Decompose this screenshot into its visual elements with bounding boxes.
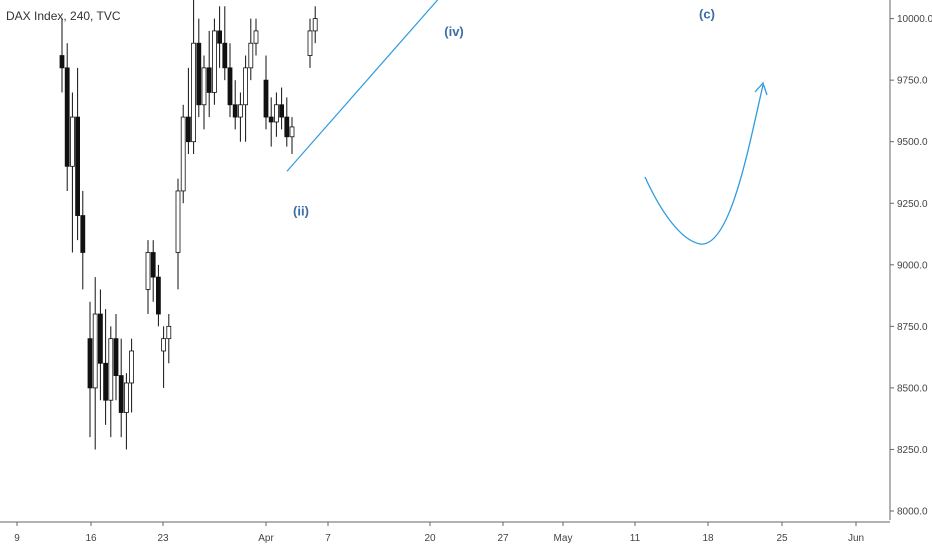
candle-body	[150, 252, 156, 278]
candle-body	[64, 67, 70, 167]
candle-body	[206, 67, 212, 93]
candle-body	[312, 18, 318, 32]
x-tick-label: 7	[325, 533, 331, 544]
y-tick-label: 8000.0	[897, 507, 928, 518]
projection-curve[interactable]	[644, 84, 764, 245]
candle-body	[263, 79, 269, 118]
candle-body	[145, 252, 151, 290]
candle-body	[289, 126, 295, 138]
wave-label: (iv)	[444, 24, 464, 39]
candle-body	[279, 104, 285, 118]
candle-body	[80, 215, 86, 253]
candle-body	[284, 116, 290, 138]
lower-trendline[interactable]	[286, 0, 577, 172]
candle-body	[166, 325, 172, 340]
y-tick-label: 8250.0	[897, 445, 928, 456]
y-tick-label: 9250.0	[897, 199, 928, 210]
candle-body	[243, 67, 249, 106]
wave-label: (ii)	[293, 204, 309, 219]
x-tick-label: 9	[14, 533, 20, 544]
candle-body	[103, 362, 108, 401]
candle-body	[124, 382, 129, 413]
y-tick-label: 9500.0	[897, 137, 928, 148]
candle-body	[92, 313, 98, 389]
x-tick-label: 25	[776, 533, 788, 544]
y-tick-label: 8500.0	[897, 383, 928, 394]
candle-body	[75, 116, 80, 216]
candle-body	[201, 67, 207, 106]
candle-body	[129, 350, 135, 384]
candle-body	[222, 42, 228, 69]
candle-body	[217, 30, 223, 44]
candle-body	[161, 338, 167, 352]
candle-body	[70, 116, 75, 167]
x-axis[interactable]: 9 16 23 Apr 7 20 27 May 11 18 25 Jun	[0, 521, 890, 544]
candle-body	[98, 313, 103, 364]
candle-body	[191, 42, 197, 143]
x-tick-label: Jun	[848, 533, 864, 544]
x-tick-label: Apr	[258, 533, 274, 544]
y-tick-label: 9750.0	[897, 76, 928, 87]
candle-body	[185, 116, 191, 143]
x-tick-label: 27	[497, 533, 509, 544]
candle-body	[237, 104, 243, 118]
candle-body	[196, 42, 202, 106]
candle-body	[232, 104, 238, 118]
candle-body	[253, 30, 259, 44]
x-tick-label: 16	[85, 533, 97, 544]
wave-label: (c)	[699, 7, 715, 22]
overlays-group: 10832.6	[286, 0, 768, 245]
x-tick-label: 11	[630, 533, 641, 544]
y-tick-label: 9000.0	[897, 260, 928, 271]
wave-labels-group: (i)(ii)(iii)(iv)(v)(a)(b)(c)	[293, 7, 715, 219]
y-tick-label: 10000.0	[897, 14, 932, 25]
candle-body	[273, 104, 279, 123]
candle-body	[87, 338, 93, 389]
x-tick-label: 23	[157, 533, 169, 544]
candles-group	[59, 0, 318, 450]
candle-body	[155, 276, 161, 315]
x-tick-label: 18	[702, 533, 714, 544]
candle-body	[118, 375, 124, 413]
chart-title: DAX Index, 240, TVC	[6, 9, 121, 23]
y-tick-label: 8750.0	[897, 322, 928, 333]
candle-body	[180, 116, 186, 192]
candle-body	[59, 55, 65, 69]
candle-body	[113, 338, 119, 376]
projection-arrowhead-icon	[754, 81, 768, 96]
candle-body	[227, 67, 233, 106]
x-tick-label: May	[554, 533, 573, 544]
candle-body	[307, 30, 313, 56]
candle-body	[108, 338, 114, 401]
x-tick-label: 20	[424, 533, 436, 544]
y-axis[interactable]: 8000.0 8250.0 8500.0 8750.0 9000.0 9250.0 9500…	[889, 0, 932, 520]
candle-body	[268, 116, 274, 123]
candle-body	[248, 42, 254, 69]
candle-body	[211, 30, 217, 93]
candle-body	[175, 190, 181, 253]
